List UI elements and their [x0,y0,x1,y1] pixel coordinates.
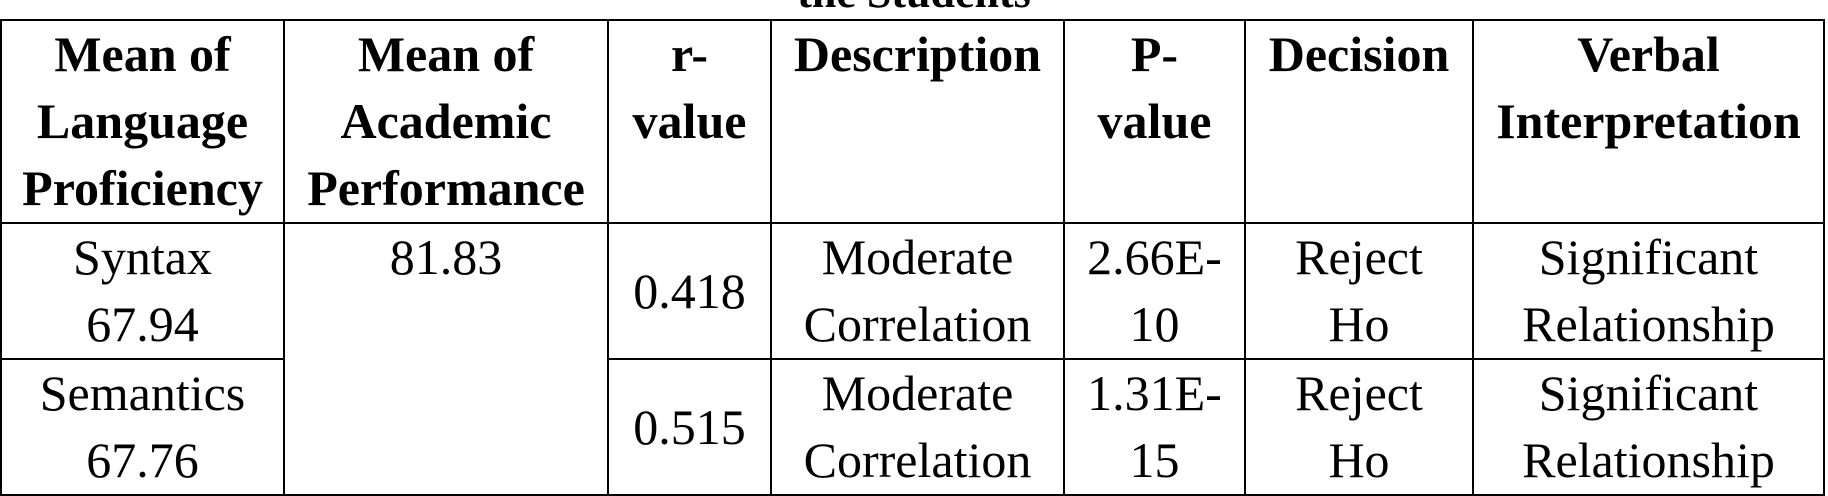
cell-p-value-semantics: 1.31E- 15 [1063,358,1246,496]
table-row-semantics: Semantics 67.76 0.515 Moderate Correlati… [0,358,1825,496]
cell-p-value-syntax: 2.66E- 10 [1063,222,1246,360]
cell-language-semantics: Semantics 67.76 [0,358,285,496]
header-academic-performance: Mean of Academic Performance [283,19,609,224]
cell-language-syntax: Syntax 67.94 [0,222,285,360]
header-decision: Decision [1244,19,1474,224]
header-r-value: r- value [607,19,772,224]
header-description: Description [770,19,1065,224]
cell-decision-semantics: Reject Ho [1244,358,1474,496]
cell-interpretation-semantics: Significant Relationship [1472,358,1825,496]
cell-description-syntax: Moderate Correlation [770,222,1065,360]
cell-r-value-syntax: 0.418 [607,222,772,360]
cell-r-value-semantics: 0.515 [607,358,772,496]
header-row: Mean of Language Proficiency Mean of Aca… [0,19,1825,224]
header-language-proficiency: Mean of Language Proficiency [0,19,285,224]
correlation-table: Mean of Language Proficiency Mean of Aca… [0,19,1825,496]
header-verbal-interpretation: Verbal Interpretation [1472,19,1825,224]
cell-description-semantics: Moderate Correlation [770,358,1065,496]
cell-academic-mean: 81.83 [283,222,609,496]
table-caption: the Students [0,0,1828,18]
table-row-syntax: Syntax 67.94 81.83 0.418 Moderate Correl… [0,222,1825,496]
header-p-value: P- value [1063,19,1246,224]
cell-decision-syntax: Reject Ho [1244,222,1474,360]
cell-interpretation-syntax: Significant Relationship [1472,222,1825,360]
